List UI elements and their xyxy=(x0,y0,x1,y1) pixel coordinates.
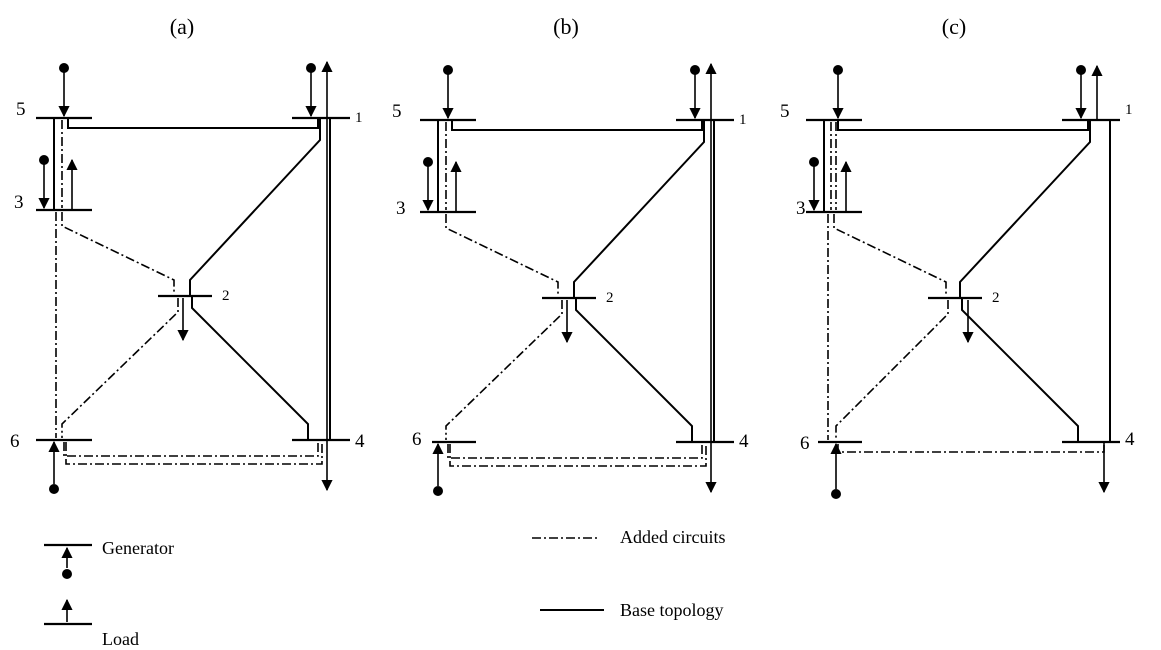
panel-title-a: (a) xyxy=(170,14,194,39)
bus-label-5: 5 xyxy=(780,101,790,122)
line-5-1 xyxy=(67,118,319,129)
bus-label-2: 2 xyxy=(222,288,230,304)
legend: Generator Load Added circuits Base topol… xyxy=(44,527,725,649)
bus-label-6: 6 xyxy=(10,431,20,452)
bus-label-1: 1 xyxy=(1125,102,1133,118)
added-6-4 xyxy=(837,444,1105,453)
bus-label-6: 6 xyxy=(412,429,422,450)
bus-label-1: 1 xyxy=(739,112,747,128)
bus-label-2: 2 xyxy=(606,290,614,306)
line-5-1 xyxy=(837,120,1089,131)
added-6-4-2 xyxy=(449,444,707,467)
bus-label-6: 6 xyxy=(800,433,810,454)
added-2-6 xyxy=(835,300,949,440)
panel-a: 5 1 3 2 6 4 xyxy=(10,60,365,494)
generator-dot-5 xyxy=(443,65,453,75)
bus-label-3: 3 xyxy=(396,198,406,219)
generator-dot-6 xyxy=(433,486,443,496)
bus-label-3: 3 xyxy=(796,198,806,219)
generator-dot-6 xyxy=(49,484,59,494)
legend-load-label: Load xyxy=(102,629,139,649)
generator-dot-3 xyxy=(39,155,49,165)
generator-dot-6 xyxy=(831,489,841,499)
added-3-2 xyxy=(445,214,559,296)
added-6-4-1 xyxy=(447,444,703,459)
panel-title-c: (c) xyxy=(942,14,966,39)
bus-label-3: 3 xyxy=(14,192,24,213)
line-1-2 xyxy=(959,120,1091,298)
bus-label-4: 4 xyxy=(1125,429,1135,450)
legend-generator-label: Generator xyxy=(102,538,174,558)
generator-dot-3 xyxy=(423,157,433,167)
line-1-2 xyxy=(189,118,321,296)
added-6-4-2 xyxy=(65,442,323,465)
line-1-2 xyxy=(573,120,705,298)
generator-dot-1 xyxy=(690,65,700,75)
legend-base-label: Base topology xyxy=(620,600,724,620)
bus-label-1: 1 xyxy=(355,110,363,126)
bus-label-5: 5 xyxy=(16,99,26,120)
legend-generator-dot xyxy=(62,569,72,579)
generator-dot-1 xyxy=(306,63,316,73)
added-3-2 xyxy=(61,212,175,294)
panel-c: 5 1 3 2 6 4 xyxy=(780,64,1135,499)
added-2-6 xyxy=(61,298,179,438)
panel-title-b: (b) xyxy=(553,14,579,39)
generator-dot-3 xyxy=(809,157,819,167)
line-2-4 xyxy=(191,296,309,440)
panel-b: 5 1 3 2 6 4 xyxy=(392,62,749,496)
generator-dot-5 xyxy=(59,63,69,73)
added-3-2 xyxy=(833,214,947,296)
legend-added: Added circuits xyxy=(532,527,725,547)
line-5-1 xyxy=(451,120,703,131)
generator-dot-5 xyxy=(833,65,843,75)
bus-label-4: 4 xyxy=(739,431,749,452)
added-6-4-1 xyxy=(63,442,319,457)
bus-label-5: 5 xyxy=(392,101,402,122)
legend-base: Base topology xyxy=(540,600,724,620)
bus-label-2: 2 xyxy=(992,290,1000,306)
line-2-4 xyxy=(575,298,693,442)
generator-dot-1 xyxy=(1076,65,1086,75)
added-2-6 xyxy=(445,300,563,440)
legend-load: Load xyxy=(44,598,139,649)
bus-label-4: 4 xyxy=(355,431,365,452)
line-2-4 xyxy=(961,298,1079,442)
legend-added-label: Added circuits xyxy=(620,527,725,547)
legend-generator: Generator xyxy=(44,538,174,579)
